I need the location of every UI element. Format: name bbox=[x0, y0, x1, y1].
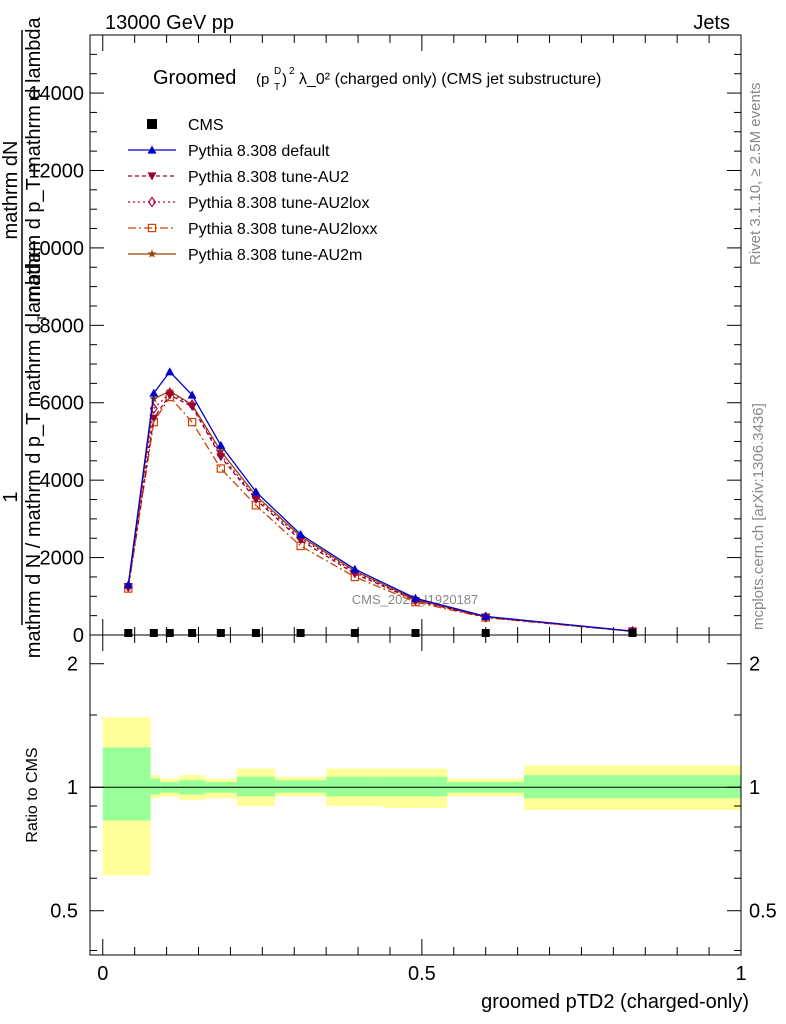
legend-marker bbox=[147, 223, 157, 233]
cms-point bbox=[188, 629, 197, 637]
series-point bbox=[123, 580, 133, 589]
series-point bbox=[296, 536, 306, 545]
cms-point bbox=[124, 629, 133, 637]
ylabel-top-numerator: mathrm dN bbox=[0, 141, 22, 240]
ratio-band-inner bbox=[326, 776, 384, 797]
cms-point bbox=[216, 629, 225, 637]
cms-point bbox=[149, 629, 158, 637]
legend-label: Pythia 8.308 tune-AU2 bbox=[188, 169, 349, 186]
cms-point bbox=[296, 629, 305, 637]
y-tick-label: 8000 bbox=[40, 315, 85, 337]
cms-point bbox=[481, 629, 490, 637]
ratio-panel: 0.5 0.51 12 2 0 0.5 1 Ratio to CMS groomed pT… bbox=[24, 634, 777, 1013]
y-tick-label: 12000 bbox=[28, 160, 84, 182]
cms-point bbox=[165, 629, 174, 637]
xlabel: groomed pTD2 (charged-only) bbox=[481, 991, 749, 1013]
series-point bbox=[481, 611, 491, 621]
cms-point bbox=[628, 629, 637, 637]
title-suffix: λ_0² (charged only) (CMS jet substructur… bbox=[299, 71, 601, 88]
title-math-sup2: 2 bbox=[289, 66, 295, 77]
series-point bbox=[296, 529, 306, 538]
series-point bbox=[216, 453, 226, 462]
legend-label: Pythia 8.308 default bbox=[188, 143, 330, 160]
ratio-band-inner bbox=[275, 780, 327, 793]
mcplots-label: mcplots.cern.ch [arXiv:1306.3436] bbox=[750, 403, 767, 630]
cms-data-points bbox=[124, 629, 637, 637]
series-point bbox=[216, 464, 226, 473]
rivet-label: Rivet 3.1.10, ≥ 2.5M events bbox=[747, 83, 764, 266]
series-point bbox=[187, 417, 197, 427]
ratio-frame bbox=[89, 634, 742, 956]
title-math-sub: T bbox=[274, 82, 280, 93]
title-math-sup: D bbox=[274, 66, 281, 77]
series-point bbox=[350, 564, 360, 573]
series-point bbox=[251, 495, 261, 505]
series-point bbox=[149, 414, 159, 423]
header-right: Jets bbox=[693, 12, 730, 34]
legend-label: Pythia 8.308 tune-AU2m bbox=[188, 247, 362, 264]
ratio-y-tick-label: 0.5 bbox=[50, 901, 78, 923]
series-point bbox=[187, 403, 197, 412]
y-tick-label: 14000 bbox=[28, 83, 84, 105]
main-y-axis: 0 2000 4000 6000 8000 10000 12000 14000 bbox=[28, 53, 741, 647]
main-y-label: 1 mathrm dN mathrm d p_T mathrm d lambda… bbox=[0, 16, 49, 658]
ratio-band-inner bbox=[524, 775, 741, 799]
main-title: Groomed (p T D ) 2 λ_0² (charged only) (… bbox=[153, 66, 601, 93]
series-point bbox=[251, 487, 261, 496]
series-point bbox=[216, 440, 226, 449]
ylabel-one: 1 bbox=[0, 491, 22, 502]
ratio-ylabel: Ratio to CMS bbox=[24, 747, 41, 842]
ratio-y-tick-label-right: 1 bbox=[749, 777, 760, 799]
header-left: 13000 GeV pp bbox=[105, 12, 234, 34]
legend-label: Pythia 8.308 tune-AU2lox bbox=[188, 195, 369, 212]
legend: CMS Pythia 8.308 default Pythia 8.308 tune… bbox=[128, 117, 377, 264]
series-point bbox=[149, 388, 159, 397]
y-tick-label: 4000 bbox=[40, 470, 85, 492]
legend-marker bbox=[147, 119, 157, 129]
series-line bbox=[127, 395, 633, 633]
ratio-y-tick-label: 1 bbox=[67, 777, 78, 799]
ratio-band-inner bbox=[236, 776, 276, 797]
x-tick-label: 0.5 bbox=[408, 963, 436, 985]
ratio-y-axis: 0.5 0.5 1 1 2 2 bbox=[50, 654, 777, 951]
y-tick-label: 10000 bbox=[28, 238, 84, 260]
y-tick-label: 6000 bbox=[40, 393, 85, 415]
ratio-band-inner bbox=[102, 747, 151, 821]
ylabel-top-denominator: mathrm d p_T mathrm d lambda bbox=[23, 16, 45, 302]
legend-marker bbox=[147, 196, 157, 208]
legend-marker bbox=[147, 145, 157, 154]
legend-label: CMS bbox=[188, 117, 224, 134]
ylabel-bottom-main: mathrm d N / mathrm d p_T mathrm d lambd… bbox=[23, 251, 45, 658]
legend-label: Pythia 8.308 tune-AU2loxx bbox=[188, 221, 377, 238]
ratio-band-inner bbox=[383, 776, 448, 797]
series-point bbox=[165, 391, 175, 400]
x-tick-label: 0 bbox=[97, 963, 108, 985]
legend-marker bbox=[147, 172, 157, 181]
ratio-x-axis: 0 0.5 1 bbox=[97, 635, 747, 985]
series-point bbox=[165, 367, 175, 376]
y-tick-label: 2000 bbox=[40, 548, 85, 570]
cms-point bbox=[411, 629, 420, 637]
legend-marker bbox=[147, 249, 157, 258]
title-math: (p bbox=[256, 71, 269, 88]
cms-point bbox=[251, 629, 260, 637]
cms-point bbox=[350, 629, 359, 637]
ratio-band-inner bbox=[150, 778, 161, 795]
series-point bbox=[149, 394, 159, 403]
y-tick-label: 0 bbox=[73, 625, 84, 647]
title-prefix: Groomed bbox=[153, 67, 236, 89]
ratio-y-tick-label-right: 2 bbox=[749, 654, 760, 676]
x-tick-label: 1 bbox=[735, 963, 746, 985]
ylabel-bottom-sub: T bbox=[35, 314, 49, 322]
ratio-y-tick-label: 2 bbox=[67, 654, 78, 676]
title-math-close: ) bbox=[282, 71, 287, 88]
ratio-y-tick-label-right: 0.5 bbox=[749, 901, 777, 923]
series-point bbox=[187, 390, 197, 399]
series-point bbox=[411, 593, 420, 602]
ratio-bands bbox=[102, 717, 741, 876]
